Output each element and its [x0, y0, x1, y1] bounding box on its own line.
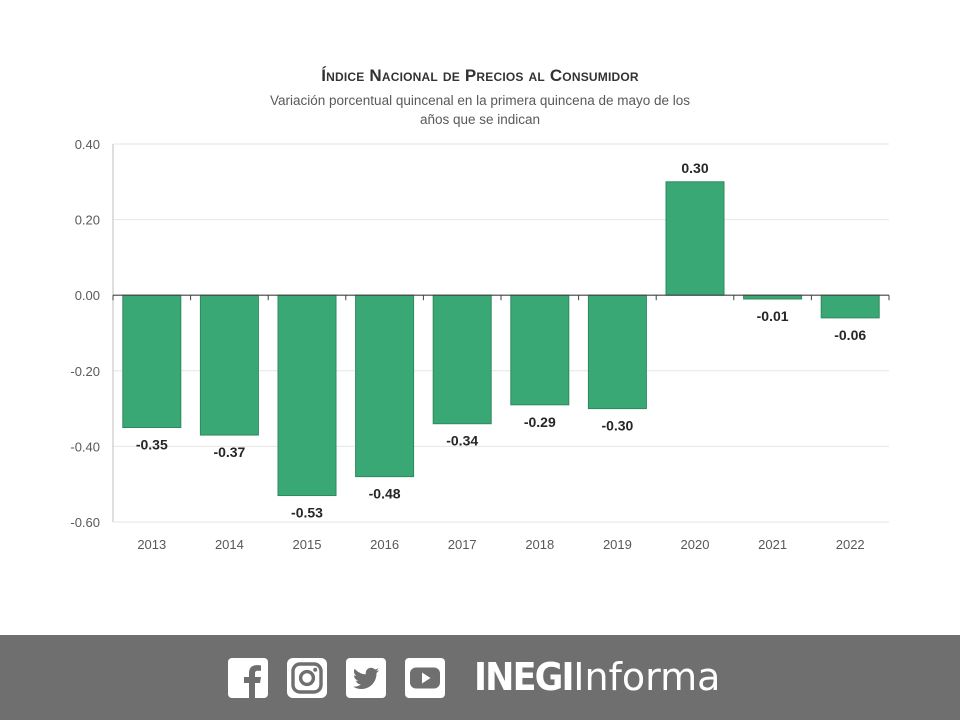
data-label: -0.37: [213, 444, 245, 460]
x-tick-label: 2015: [293, 537, 322, 552]
bar: [432, 294, 492, 425]
bar-chart: 0.40 0.20 0.00 -0.20 -0.40 -0.60 -0.35 2013 -0.3…: [70, 137, 890, 552]
data-label: -0.01: [757, 308, 789, 324]
x-tick-label: 2016: [370, 537, 399, 552]
bar: [277, 294, 337, 497]
data-label: -0.06: [834, 327, 866, 343]
bar: [355, 294, 415, 478]
x-tick-label: 2022: [836, 537, 865, 552]
bar: [199, 294, 259, 436]
x-tick-label: 2019: [603, 537, 632, 552]
y-tick-label: -0.20: [70, 364, 100, 379]
chart-title: Índice Nacional de Precios al Consumidor: [321, 66, 639, 85]
bar: [587, 294, 647, 410]
y-tick-label: -0.40: [70, 439, 100, 454]
bar: [510, 294, 570, 406]
y-tick-label: 0.20: [75, 213, 100, 228]
x-tick-label: 2013: [137, 537, 166, 552]
data-label: 0.30: [681, 160, 708, 176]
x-tick-label: 2020: [681, 537, 710, 552]
bar: [122, 294, 182, 429]
youtube-icon[interactable]: [405, 658, 445, 698]
chart-subtitle: Variación porcentual quincenal en la pri…: [270, 93, 691, 127]
data-label: -0.48: [369, 486, 401, 502]
brand-light-text: Informa: [573, 655, 721, 699]
inegi-informa-logo[interactable]: INEGI Informa: [474, 652, 720, 702]
data-label: -0.34: [446, 433, 478, 449]
data-label: -0.35: [136, 437, 168, 453]
x-tick-label: 2021: [758, 537, 787, 552]
data-label: -0.53: [291, 505, 323, 521]
chart-area: Índice Nacional de Precios al Consumidor…: [70, 66, 890, 552]
x-tick-label: 2018: [525, 537, 554, 552]
y-tick-label: -0.60: [70, 515, 100, 530]
bar: [820, 294, 880, 319]
twitter-icon[interactable]: [346, 658, 386, 698]
data-label: -0.29: [524, 414, 556, 430]
x-tick-label: 2014: [215, 537, 244, 552]
facebook-icon[interactable]: [228, 658, 268, 698]
y-tick-label: 0.40: [75, 137, 100, 152]
data-label: -0.30: [601, 418, 633, 434]
footer-bar: [0, 635, 960, 720]
instagram-icon[interactable]: [287, 658, 327, 698]
x-tick-label: 2017: [448, 537, 477, 552]
brand-bold-text: INEGI: [474, 655, 574, 699]
y-tick-label: 0.00: [75, 288, 100, 303]
bar: [665, 181, 725, 296]
